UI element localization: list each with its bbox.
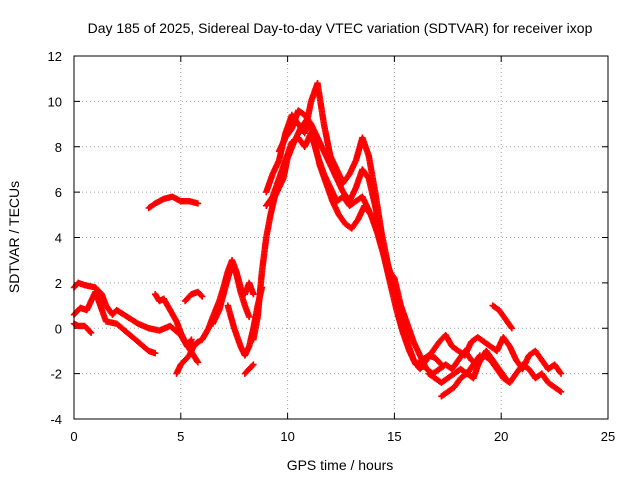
data-point-marker xyxy=(250,361,257,368)
data-series-track-e xyxy=(151,291,202,366)
data-point-marker xyxy=(378,234,385,241)
axes: 0 5 10 15 20 25 -4 -2 0 2 4 6 8 10 12 xyxy=(48,49,616,444)
data-series-track-q xyxy=(438,352,484,400)
data-point-marker xyxy=(501,373,508,381)
data-point-marker xyxy=(508,325,516,332)
data-point-marker xyxy=(245,313,253,321)
data-point-marker xyxy=(197,292,205,299)
data-point-marker xyxy=(151,350,159,357)
y-tick-label: -4 xyxy=(50,412,62,427)
data-point-marker xyxy=(557,370,565,377)
plot-area: 0 5 10 15 20 25 -4 -2 0 2 4 6 8 10 12 xyxy=(48,49,616,444)
y-axis-label: SDTVAR / TECUs xyxy=(6,181,22,293)
y-tick-label: 8 xyxy=(55,140,62,155)
y-tick-label: 4 xyxy=(55,231,62,246)
data-point-marker xyxy=(87,329,95,336)
y-tick-label: -2 xyxy=(50,367,62,382)
grid-lines xyxy=(74,56,608,419)
data-point-marker xyxy=(249,362,256,369)
data-point-marker xyxy=(502,374,509,382)
y-tick-label: 0 xyxy=(55,321,62,336)
data-point-marker xyxy=(250,291,257,298)
data-series-track-c xyxy=(70,320,95,336)
x-tick-label: 15 xyxy=(387,429,401,444)
data-point-marker xyxy=(86,328,94,335)
data-point-marker xyxy=(557,388,565,395)
y-tick-label: 6 xyxy=(55,185,62,200)
data-point-marker xyxy=(194,200,202,207)
data-point-marker xyxy=(194,359,202,366)
y-tick-label: 2 xyxy=(55,276,62,291)
data-series-track-i xyxy=(209,261,253,327)
data-series-track-o xyxy=(275,107,385,241)
data-series-track-g xyxy=(181,288,206,305)
plot-frame xyxy=(73,55,609,420)
data-point-marker xyxy=(556,387,563,395)
data-points xyxy=(70,80,565,400)
x-tick-label: 0 xyxy=(70,429,77,444)
data-point-marker xyxy=(475,353,483,360)
x-tick-label: 25 xyxy=(601,429,615,444)
y-tick-label: 12 xyxy=(48,49,62,64)
x-axis-label: GPS time / hours xyxy=(287,457,394,473)
data-point-marker xyxy=(556,369,564,376)
y-tick-label: 10 xyxy=(48,94,62,109)
data-point-marker xyxy=(188,336,195,343)
data-point-marker xyxy=(507,323,515,331)
x-tick-label: 20 xyxy=(494,429,508,444)
chart-title: Day 185 of 2025, Sidereal Day-to-day VTE… xyxy=(88,20,593,36)
data-point-marker xyxy=(476,352,484,359)
data-series-track-b xyxy=(70,288,159,357)
x-tick-label: 10 xyxy=(280,429,294,444)
x-tick-label: 5 xyxy=(177,429,184,444)
data-series-track-r xyxy=(489,302,516,332)
data-series-track-d xyxy=(145,193,202,212)
data-point-marker xyxy=(198,293,206,300)
data-series-track-k xyxy=(241,361,257,377)
